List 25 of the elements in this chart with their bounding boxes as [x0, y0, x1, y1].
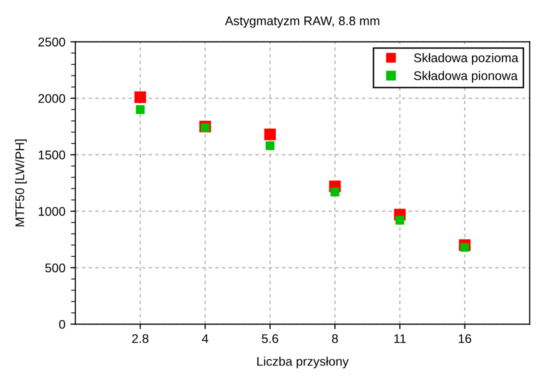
point [395, 216, 404, 225]
chart-title: Astygmatyzm RAW, 8.8 mm [224, 16, 380, 28]
point [200, 123, 210, 132]
point [330, 188, 340, 196]
point [266, 141, 274, 150]
y-tick-label: 2500 [38, 38, 66, 46]
y-tick-label: 1000 [38, 207, 66, 216]
point [460, 242, 470, 252]
x-tick-label: 11 [394, 334, 406, 343]
y-tick-label: 2000 [38, 94, 66, 103]
x-tick-label: 16 [458, 334, 472, 344]
legend-label: Składowa pozioma [414, 53, 518, 65]
y-tick-label: 500 [45, 263, 66, 272]
y-tick-label: 1500 [38, 150, 66, 160]
x-axis-title: Liczba przysłony [257, 356, 349, 368]
point [264, 128, 276, 140]
legend-label: Składowa pionowa [414, 70, 518, 83]
point [134, 91, 146, 103]
y-tick-label: 0 [59, 320, 66, 329]
x-tick-label: 2.8 [132, 334, 148, 344]
point [136, 105, 145, 114]
y-axis-title: MTF50 [LW/PH] [15, 140, 27, 226]
x-tick-label: 8 [332, 334, 338, 344]
x-tick-label: 4 [202, 334, 208, 343]
x-tick-label: 5.6 [262, 334, 278, 344]
